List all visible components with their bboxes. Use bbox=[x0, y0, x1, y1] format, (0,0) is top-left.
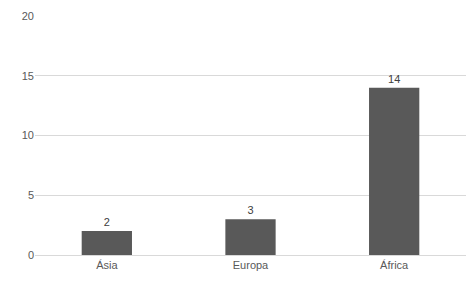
svg-text:0: 0 bbox=[28, 249, 34, 261]
svg-text:14: 14 bbox=[388, 73, 400, 85]
svg-text:Europa: Europa bbox=[233, 259, 269, 271]
svg-text:2: 2 bbox=[104, 216, 110, 228]
svg-text:15: 15 bbox=[22, 70, 34, 82]
svg-text:Ásia: Ásia bbox=[96, 259, 118, 271]
svg-text:20: 20 bbox=[22, 10, 34, 22]
svg-text:3: 3 bbox=[247, 204, 253, 216]
svg-text:5: 5 bbox=[28, 189, 34, 201]
svg-text:10: 10 bbox=[22, 129, 34, 141]
svg-text:África: África bbox=[380, 259, 409, 271]
